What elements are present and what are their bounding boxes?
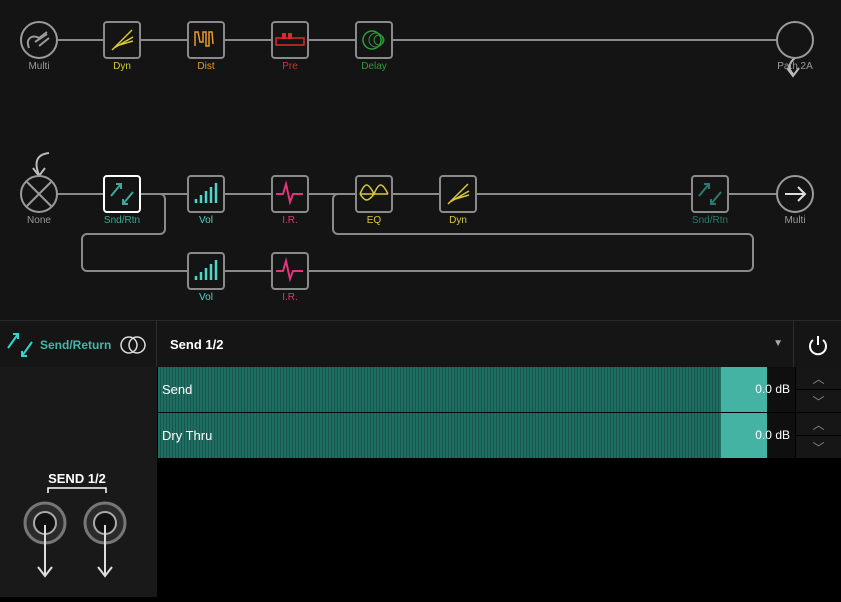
signal-flow-graph: Multi Dyn Dist Pre Delay Path 2A None Snd/Rtn Vo… [0, 0, 841, 320]
block-label: Snd/Rtn [104, 215, 140, 226]
send-return-icon [110, 183, 134, 205]
block-dyn[interactable]: Dyn [103, 21, 141, 72]
param-value: 0.0 dB [755, 382, 790, 396]
block-dyn[interactable]: Dyn [439, 175, 477, 226]
block-label: Dyn [113, 61, 131, 72]
block-multi[interactable]: Multi [20, 21, 58, 72]
delay-icon [362, 30, 385, 50]
block-eq[interactable]: EQ [355, 175, 393, 226]
block-label: Multi [784, 215, 805, 226]
param-name: Dry Thru [162, 428, 213, 443]
block-none[interactable]: None [20, 175, 58, 226]
block-label: I.R. [282, 215, 298, 226]
dynamics-icon [111, 29, 134, 51]
dry-thru-increment-button[interactable]: ︿ [796, 413, 841, 435]
dry-thru-slider[interactable]: Dry Thru 0.0 dB [158, 413, 795, 458]
multi-output-icon [785, 186, 807, 202]
block-label: Vol [199, 292, 213, 303]
jack-panel: SEND 1/2 [0, 367, 157, 597]
power-button[interactable] [795, 321, 841, 368]
block-i-r-[interactable]: I.R. [271, 252, 309, 303]
send-return-icon [698, 183, 722, 205]
impulse-response-icon [276, 257, 303, 283]
distortion-icon [194, 31, 214, 47]
volume-icon [194, 260, 218, 280]
param-value: 0.0 dB [755, 428, 790, 442]
block-dist[interactable]: Dist [187, 21, 225, 72]
send-jack-right [83, 501, 127, 545]
block-label: Delay [361, 61, 387, 72]
stereo-icon[interactable] [118, 334, 148, 356]
model-name: Send/Return [40, 337, 112, 352]
block-label: EQ [367, 215, 382, 226]
param-name: Send [162, 382, 193, 397]
dynamics-icon [447, 183, 470, 205]
block-label: Pre [282, 61, 298, 72]
block-vol[interactable]: Vol [187, 252, 225, 303]
eq-icon [359, 184, 389, 201]
chevron-down-icon: ▼ [773, 338, 783, 349]
send-increment-button[interactable]: ︿ [796, 367, 841, 389]
block-label: Path 2A [777, 61, 813, 72]
block-label: Vol [199, 215, 213, 226]
model-selector[interactable]: Send/Return [0, 321, 157, 368]
block-path-2a[interactable]: Path 2A [776, 21, 814, 72]
block-delay[interactable]: Delay [355, 21, 393, 72]
block-label: None [27, 215, 51, 226]
block-label: Snd/Rtn [692, 215, 728, 226]
none-input-icon [26, 181, 52, 207]
block-pre[interactable]: Pre [271, 21, 309, 72]
block-label: Dyn [449, 215, 467, 226]
block-i-r-[interactable]: I.R. [271, 175, 309, 226]
jack-label: SEND 1/2 [48, 471, 106, 486]
block-snd-rtn[interactable]: Snd/Rtn [103, 175, 141, 226]
block-snd-rtn[interactable]: Snd/Rtn [691, 175, 729, 226]
send-jack-left [23, 501, 67, 545]
preset-name: Send 1/2 [170, 337, 224, 352]
block-multi[interactable]: Multi [776, 175, 814, 226]
dry-thru-decrement-button[interactable]: ﹀ [796, 436, 841, 458]
block-label: Dist [197, 61, 214, 72]
block-vol[interactable]: Vol [187, 175, 225, 226]
send-decrement-button[interactable]: ﹀ [796, 390, 841, 412]
multi-input-icon [27, 31, 50, 49]
preset-dropdown[interactable]: Send 1/2 ▼ [158, 321, 794, 368]
send-return-icon [7, 332, 33, 357]
impulse-response-icon [276, 180, 303, 206]
block-label: Multi [28, 61, 49, 72]
block-label: I.R. [282, 292, 298, 303]
preamp-icon [275, 33, 305, 46]
volume-icon [194, 183, 218, 203]
power-icon [809, 335, 827, 355]
send-slider[interactable]: Send 0.0 dB [158, 367, 795, 412]
block-header: Send/Return Send 1/2 ▼ [0, 320, 841, 368]
